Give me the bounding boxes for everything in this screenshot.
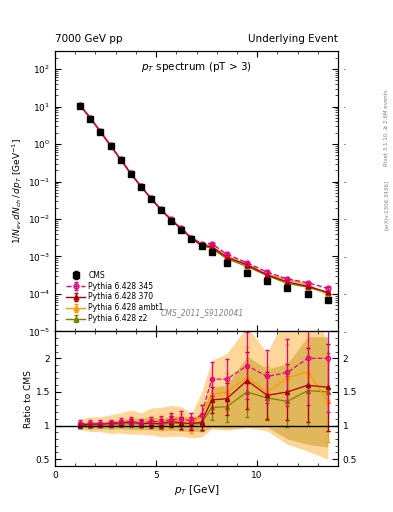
X-axis label: $p_T$ [GeV]: $p_T$ [GeV] <box>174 482 219 497</box>
Text: CMS_2011_S9120041: CMS_2011_S9120041 <box>161 308 244 317</box>
Text: Underlying Event: Underlying Event <box>248 33 338 44</box>
Text: $p_T$ spectrum (pT > 3): $p_T$ spectrum (pT > 3) <box>141 59 252 74</box>
Legend: CMS, Pythia 6.428 345, Pythia 6.428 370, Pythia 6.428 ambt1, Pythia 6.428 z2: CMS, Pythia 6.428 345, Pythia 6.428 370,… <box>64 269 165 325</box>
Y-axis label: $1/N_{ev}\,dN_{ch}\,/\,dp_T$ [GeV$^{-1}$]: $1/N_{ev}\,dN_{ch}\,/\,dp_T$ [GeV$^{-1}$… <box>11 138 25 244</box>
Text: 7000 GeV pp: 7000 GeV pp <box>55 33 123 44</box>
Y-axis label: Ratio to CMS: Ratio to CMS <box>24 370 33 428</box>
Text: [arXiv:1306.3436]: [arXiv:1306.3436] <box>384 180 389 230</box>
Text: Rivet 3.1.10, ≥ 2.6M events: Rivet 3.1.10, ≥ 2.6M events <box>384 90 389 166</box>
